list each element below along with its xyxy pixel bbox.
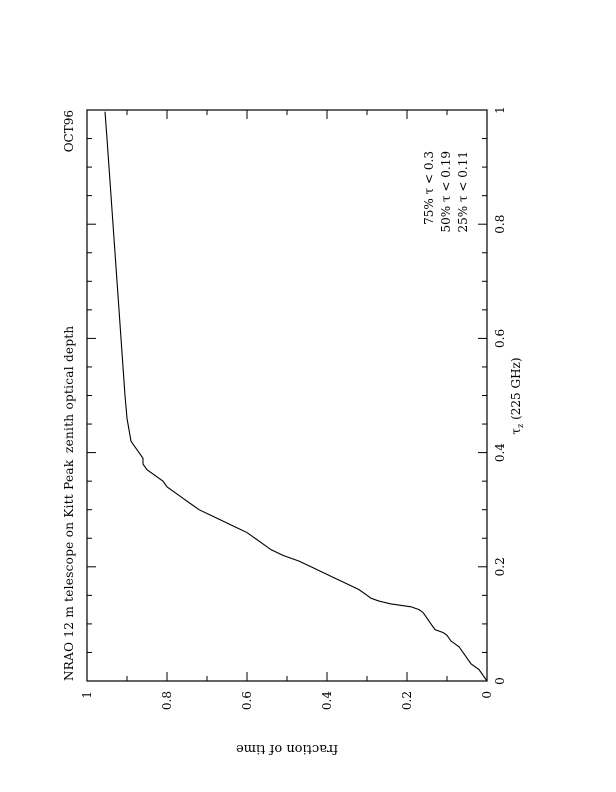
annotation-25: 25% τ < 0.11 — [456, 151, 470, 233]
y-tick-label: 0.4 — [320, 691, 334, 710]
series-line — [104, 111, 488, 682]
x-tick-label: 0.2 — [493, 557, 507, 576]
y-tick-label: 0.6 — [240, 691, 254, 710]
x-axis-label-subscript: z — [516, 424, 525, 428]
y-tick-label: 1 — [80, 691, 94, 699]
y-tick-label: 0.8 — [160, 691, 174, 710]
chart-title: NRAO 12 m telescope on Kitt Peak — [62, 459, 76, 681]
x-axis-label: τz (225 GHz) — [509, 357, 525, 434]
chart-subtitle: zenith optical depth — [62, 326, 76, 453]
x-tick-label: 0 — [493, 677, 507, 685]
x-tick-label: 0.4 — [493, 443, 507, 462]
x-tick-label: 0.6 — [493, 329, 507, 348]
x-axis-label-symbol: τ — [509, 428, 523, 435]
annotation-75: 75% τ < 0.3 — [422, 151, 436, 225]
plot-group: 0 0.2 0.4 0.6 0.8 1 0 0.2 0.4 0.6 0.8 1 NRAO 12 m t… — [62, 106, 525, 756]
y-tick-label: 0.2 — [400, 691, 414, 710]
x-axis-label-rest: (225 GHz) — [509, 357, 523, 423]
x-tick-label: 0.8 — [493, 215, 507, 234]
period-label: OCT96 — [62, 110, 76, 152]
y-tick-label: 0 — [480, 691, 494, 699]
annotation-50: 50% τ < 0.19 — [439, 151, 453, 233]
ticks — [86, 109, 488, 682]
y-axis-label: fraction of time — [236, 741, 338, 756]
x-tick-label: 1 — [493, 106, 507, 114]
tick-labels: 0 0.2 0.4 0.6 0.8 1 0 0.2 0.4 0.6 0.8 1 — [80, 106, 507, 710]
